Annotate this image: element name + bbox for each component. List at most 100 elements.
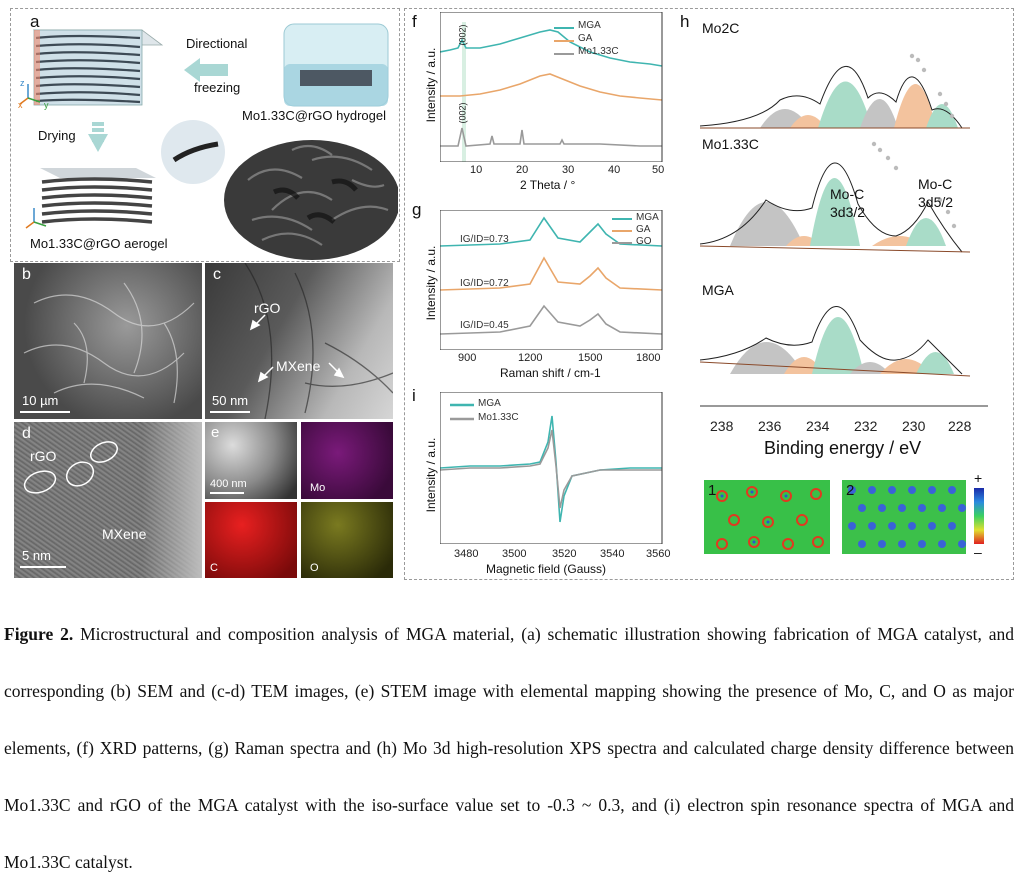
caption-text: Microstructural and composition analysis…: [4, 624, 1014, 872]
hydrogel-container: [283, 23, 389, 107]
panel-g-tick-1200: 1200: [518, 352, 543, 364]
charge-map-1: [704, 480, 830, 554]
axis-z-label: z: [20, 78, 25, 88]
right-panels-frame: [404, 8, 1014, 580]
directional-arrow: [184, 58, 228, 82]
figure-caption: Figure 2. Microstructural and compositio…: [4, 606, 1014, 891]
panel-c-tem-image: [205, 263, 393, 419]
panel-i-tick-3540: 3540: [600, 548, 625, 560]
aligned-block-top: [32, 29, 164, 106]
panel-i-tick-3560: 3560: [646, 548, 671, 560]
panel-g-xlabel: Raman shift / cm-1: [500, 366, 601, 380]
panel-f-label: f: [412, 12, 417, 31]
panel-f-peak-top: (002): [457, 24, 468, 46]
xps-mga: [700, 306, 971, 377]
panel-h-peak1: Mo-C: [830, 186, 865, 202]
panel-b-scalebar: [20, 411, 70, 413]
panel-h-section-mo2c: Mo2C: [702, 20, 740, 36]
panel-g-plot: [440, 210, 663, 350]
panel-b-scale: 10 µm: [22, 393, 59, 408]
panel-d-hrtem-image: [14, 422, 202, 578]
panel-e-scale: 400 nm: [210, 478, 247, 490]
panel-h-tick-228: 228: [948, 418, 972, 434]
panel-i-legend-1: Mo1.33C: [478, 412, 519, 423]
panel-f-tick-50: 50: [652, 164, 665, 176]
axes-icon-top: [19, 84, 41, 105]
panel-a-frame: [10, 8, 400, 262]
axis-x-label: x: [18, 100, 23, 110]
panel-e-label: e: [211, 424, 220, 441]
panel-i-xlabel: Magnetic field (Gauss): [486, 562, 607, 576]
panel-f-xlabel: 2 Theta / °: [520, 178, 576, 192]
map-mo: [301, 422, 393, 499]
panel-h-tick-236: 236: [758, 418, 782, 434]
panel-h-peak1b: 3d3/2: [830, 204, 866, 220]
panel-e-scalebar: [210, 492, 244, 494]
map-o-label: O: [310, 562, 319, 574]
panel-c-mxene: MXene: [276, 358, 321, 374]
panel-f-tick-40: 40: [608, 164, 621, 176]
sem-oval: [224, 140, 398, 260]
panel-i-ylabel: Intensity / a.u.: [424, 437, 438, 513]
aerogel-block: [40, 168, 156, 224]
axis-y-label: y: [44, 100, 49, 110]
map-c-label: C: [210, 562, 218, 574]
panel-d-scale: 5 nm: [22, 548, 51, 563]
panel-d-scalebar: [20, 566, 66, 568]
panel-c-scale: 50 nm: [212, 393, 249, 408]
panel-i-legend-lines: [450, 403, 474, 421]
charge-map-1-label: 1: [708, 482, 717, 499]
charge-colorbar: [974, 488, 984, 544]
panel-d-ellipses: [23, 441, 118, 494]
tem-texture: [244, 263, 393, 419]
panel-d-label: d: [22, 425, 31, 442]
map-c: [205, 502, 297, 578]
panel-d-mxene: MXene: [102, 526, 147, 542]
panel-a-label: a: [30, 12, 40, 31]
panel-h-tick-238: 238: [710, 418, 734, 434]
panel-h-tick-232: 232: [854, 418, 878, 434]
drying-arrow: [88, 122, 108, 152]
panel-h-tick-230: 230: [902, 418, 926, 434]
xps-mo2c: [700, 53, 970, 129]
panel-h-peak2: Mo-C: [918, 176, 953, 192]
panel-h-plot: [700, 53, 988, 407]
panel-f-legend-lines: [554, 27, 574, 55]
panel-f-legend-0: MGA: [578, 20, 601, 31]
panel-h-xlabel: Binding energy / eV: [764, 438, 922, 458]
panel-f-plot: [440, 12, 663, 162]
directional-text: Directional: [186, 36, 248, 51]
panel-d-rgo: rGO: [30, 448, 57, 464]
charge-map-2: [842, 480, 966, 554]
panel-g-tick-900: 900: [458, 352, 477, 364]
panel-f-legend-1: GA: [578, 33, 593, 44]
hydrogel-label: Mo1.33C@rGO hydrogel: [242, 108, 386, 123]
panel-h-label: h: [680, 12, 690, 31]
panel-i-label: i: [412, 386, 416, 405]
panel-h-section-mo133c: Mo1.33C: [702, 136, 759, 152]
panel-g-ratio-0: IG/ID=0.73: [460, 234, 509, 245]
panel-g-label: g: [412, 200, 422, 219]
panel-b-sem-image: [14, 263, 202, 419]
panel-h-peak2b: 3d5/2: [918, 194, 954, 210]
panel-i-plot: [440, 392, 663, 544]
panel-g-legend-lines: [612, 218, 632, 244]
panel-g-ratio-2: IG/ID=0.45: [460, 320, 509, 331]
map-o: [301, 502, 393, 578]
panel-a-schematic: [19, 23, 398, 260]
figure-label: Figure 2.: [4, 624, 74, 644]
drying-text: Drying: [38, 128, 76, 143]
panel-g-legend-2: GO: [636, 236, 652, 247]
panel-g-legend-0: MGA: [636, 212, 659, 223]
panel-f-ylabel: Intensity / a.u.: [424, 47, 438, 123]
xps-mo133c: [700, 141, 971, 253]
panel-f-peak-bottom: (002): [457, 102, 468, 124]
map-mo-label: Mo: [310, 482, 326, 494]
panel-h-tick-234: 234: [806, 418, 830, 434]
panel-f-tick-20: 20: [516, 164, 529, 176]
charge-map-2-label: 2: [846, 482, 855, 499]
panel-f-legend-2: Mo1.33C: [578, 46, 619, 57]
panel-g-legend-1: GA: [636, 224, 651, 235]
panel-g-ratio-1: IG/ID=0.72: [460, 278, 509, 289]
panel-c-scalebar: [210, 411, 250, 413]
